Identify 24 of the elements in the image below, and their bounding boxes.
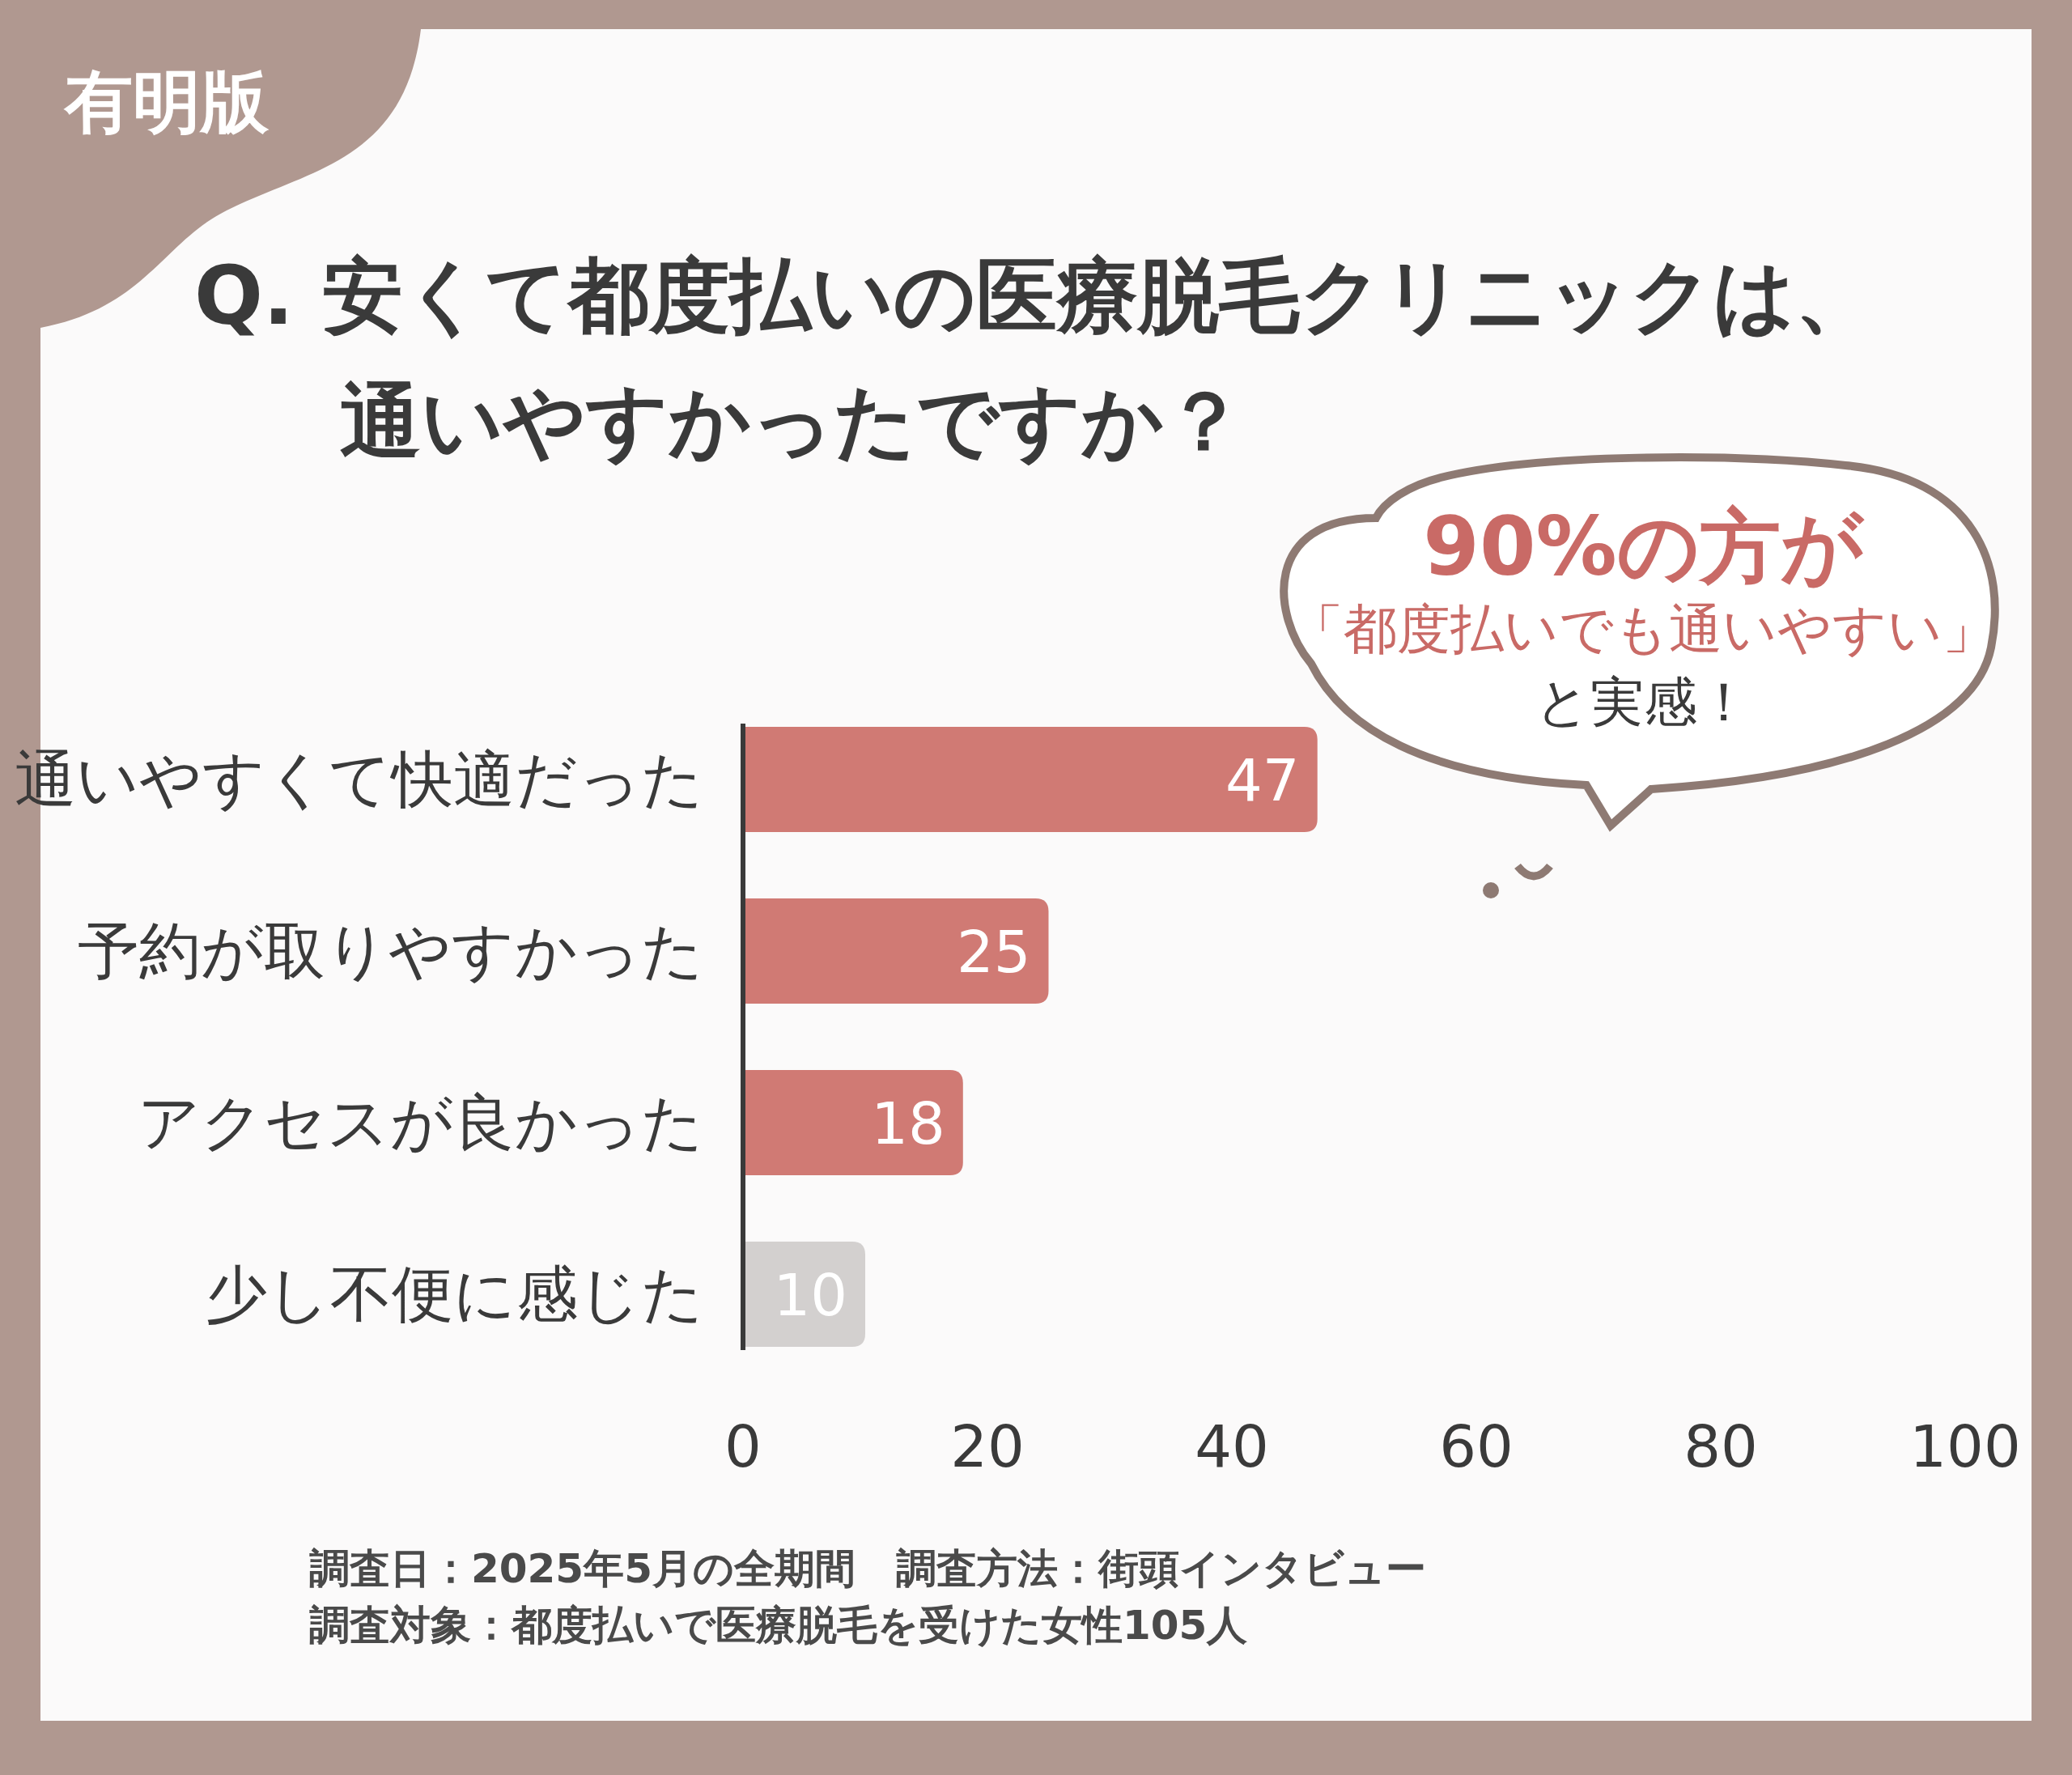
text: 「都度払いでも通いやすい」 bbox=[1290, 598, 1996, 660]
data-label: 25 bbox=[956, 918, 1031, 986]
x-tick-label: 60 bbox=[1439, 1412, 1514, 1480]
y-tick-label: 予約が取りやすかった bbox=[78, 915, 704, 987]
bar bbox=[743, 1070, 963, 1175]
text: 90%の方が bbox=[1423, 499, 1865, 594]
x-tick-label: 100 bbox=[1909, 1412, 2021, 1480]
chart-title: Q. 安くて都度払いの医療脱毛クリニックは、通いやすかったですか？ bbox=[194, 248, 1876, 469]
x-tick-label: 40 bbox=[1195, 1412, 1269, 1480]
y-tick-label: アクセスが良かった bbox=[138, 1086, 704, 1158]
y-tick-label: 通いやすくて快適だった bbox=[15, 743, 704, 815]
text: 調査日：2025年5月の全期間 調査方法：街頭インタビュー bbox=[309, 1545, 1426, 1592]
annotation: と実感！ bbox=[1535, 671, 1751, 733]
x-tick-label: 80 bbox=[1684, 1412, 1758, 1480]
text: 調査対象：都度払いで医療脱毛を受けた女性105人 bbox=[309, 1602, 1248, 1649]
y-tick-label: 少し不便に感じた bbox=[206, 1258, 704, 1330]
text: 有明版 bbox=[63, 62, 270, 142]
bar bbox=[743, 727, 1318, 832]
data-label: 18 bbox=[871, 1089, 945, 1157]
data-label: 47 bbox=[1225, 746, 1300, 814]
x-tick-label: 20 bbox=[950, 1412, 1025, 1480]
bar bbox=[743, 898, 1049, 1004]
x-tick-label: 0 bbox=[724, 1412, 762, 1480]
bar bbox=[743, 1242, 865, 1347]
